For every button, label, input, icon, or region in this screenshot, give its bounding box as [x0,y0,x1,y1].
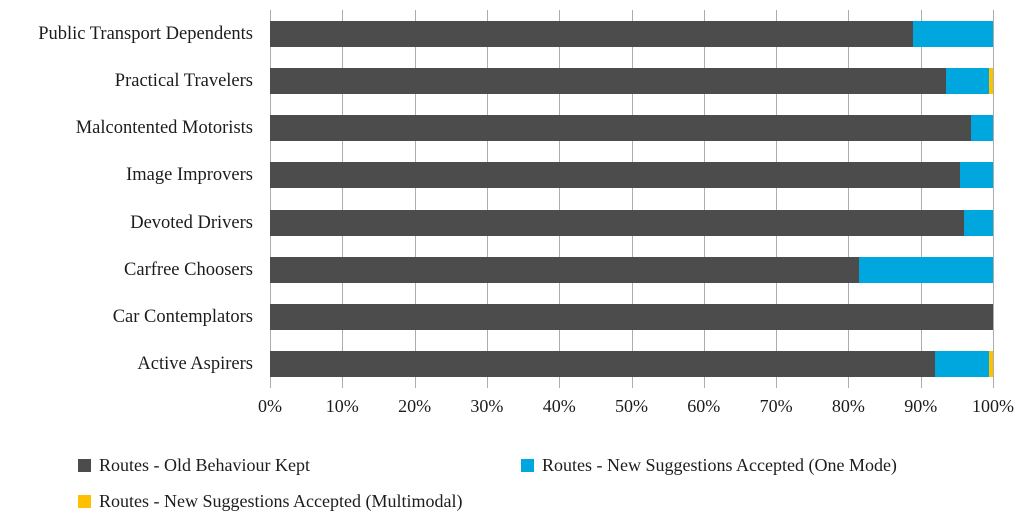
bar-segment-series-0 [270,162,961,189]
bar-row [270,209,993,236]
bar-segment-series-0 [270,304,993,331]
category-label: Car Contemplators [112,306,253,327]
legend-label: Routes - Old Behaviour Kept [99,455,310,475]
category-label: Image Improvers [126,165,253,186]
x-tick-label: 40% [542,396,576,416]
bar-segment-series-0 [270,351,936,378]
gridline [703,10,705,388]
bar-segment-series-1 [913,20,993,47]
x-tick-label: 60% [687,396,721,416]
gridline [776,10,778,388]
bar-segment-series-1 [946,67,990,94]
bar-row [270,256,993,283]
category-label: Carfree Choosers [124,259,253,280]
legend-swatch-icon [521,459,534,472]
gridline [848,10,850,388]
bar-row [270,162,993,189]
gridline [993,10,994,388]
category-label: Practical Travelers [114,70,253,91]
legend-label: Routes - New Suggestions Accepted (One M… [542,455,897,475]
legend-item: Routes - New Suggestions Accepted (Multi… [78,491,462,512]
bar-segment-series-1 [935,351,990,378]
category-axis: Public Transport Dependents Practical Tra… [0,10,253,388]
x-tick-label: 100% [972,396,1014,416]
bar-row [270,304,993,331]
bar-segment-series-0 [270,209,965,236]
x-tick-label: 0% [258,396,282,416]
x-tick-label: 70% [759,396,793,416]
category-label: Malcontented Motorists [75,117,253,138]
x-tick-label: 30% [470,396,504,416]
bar-row [270,115,993,142]
gridline [342,10,344,388]
gridline [559,10,561,388]
bar-segment-series-1 [964,209,993,236]
legend-item: Routes - New Suggestions Accepted (One M… [521,455,897,476]
gridline [270,10,271,388]
legend-swatch-icon [78,459,91,472]
bar-segment-series-0 [270,115,972,142]
bar-segment-series-0 [270,20,914,47]
x-tick-label: 80% [831,396,865,416]
bar-segment-series-1 [971,115,993,142]
legend-item: Routes - Old Behaviour Kept [78,455,310,476]
x-tick-label: 90% [904,396,938,416]
gridline [631,10,633,388]
bar-segment-series-2 [989,67,993,94]
x-tick-label: 20% [398,396,432,416]
category-label: Active Aspirers [137,354,253,375]
plot-area [270,10,994,388]
x-tick-label: 50% [615,396,648,416]
bar-segment-series-2 [989,351,993,378]
gridline [920,10,922,388]
bar-row [270,351,993,378]
gridline [486,10,488,388]
legend-label: Routes - New Suggestions Accepted (Multi… [99,491,463,511]
legend-swatch-icon [78,495,91,508]
category-label: Devoted Drivers [130,212,253,233]
bar-segment-series-1 [960,162,993,189]
bar-row [270,20,993,47]
bar-segment-series-0 [270,256,860,283]
bar-segment-series-1 [859,256,993,283]
x-tick-label: 10% [325,396,359,416]
bar-row [270,67,993,94]
gridline [414,10,416,388]
bar-segment-series-0 [270,67,946,94]
category-label: Public Transport Dependents [38,23,253,44]
x-axis: 0% 10% 20% 30% 40% 50% 60% 70% 80% 90% 100% [258,396,1014,420]
